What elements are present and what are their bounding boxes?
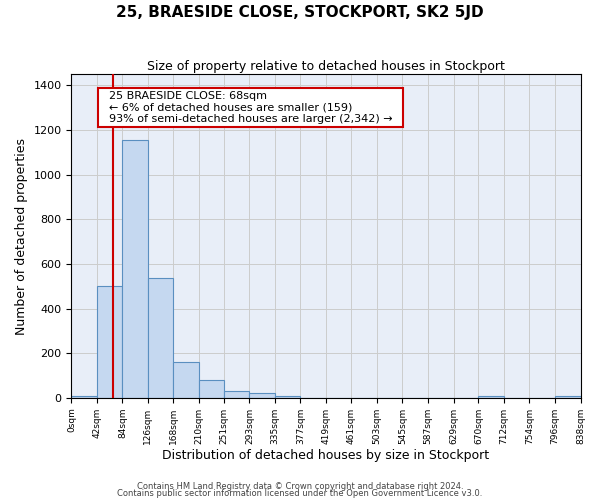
Bar [224, 391, 250, 398]
Text: 25, BRAESIDE CLOSE, STOCKPORT, SK2 5JD: 25, BRAESIDE CLOSE, STOCKPORT, SK2 5JD [116, 5, 484, 20]
Bar [199, 380, 224, 398]
Bar [71, 396, 97, 398]
Bar [173, 362, 199, 398]
Bar [250, 394, 275, 398]
Text: Contains HM Land Registry data © Crown copyright and database right 2024.: Contains HM Land Registry data © Crown c… [137, 482, 463, 491]
Bar [275, 396, 301, 398]
Bar [148, 278, 173, 398]
Text: Contains public sector information licensed under the Open Government Licence v3: Contains public sector information licen… [118, 489, 482, 498]
Bar [478, 396, 504, 398]
Bar [122, 140, 148, 398]
Y-axis label: Number of detached properties: Number of detached properties [15, 138, 28, 334]
X-axis label: Distribution of detached houses by size in Stockport: Distribution of detached houses by size … [163, 450, 490, 462]
Bar [555, 396, 581, 398]
Bar [97, 286, 122, 398]
Text: 25 BRAESIDE CLOSE: 68sqm
  ← 6% of detached houses are smaller (159)
  93% of se: 25 BRAESIDE CLOSE: 68sqm ← 6% of detache… [102, 91, 400, 124]
Title: Size of property relative to detached houses in Stockport: Size of property relative to detached ho… [147, 60, 505, 73]
